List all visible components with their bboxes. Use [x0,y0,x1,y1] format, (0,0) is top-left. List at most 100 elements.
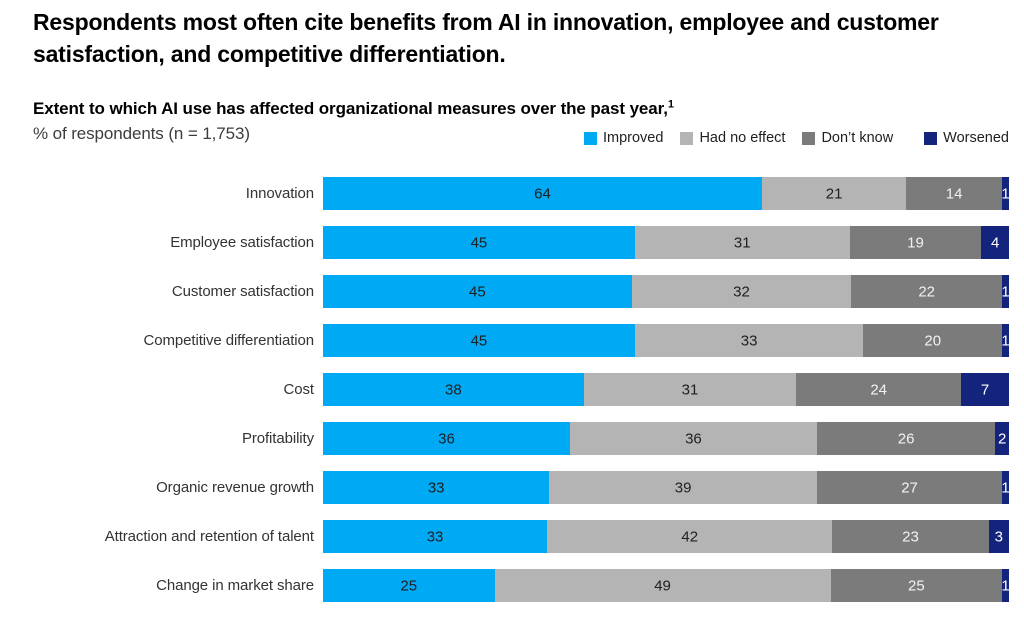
segment-value: 31 [733,234,751,251]
legend-swatch-icon [583,131,597,145]
segment-improved: 45 [323,226,635,259]
legend-item-don-t-know: Don’t know [802,130,893,146]
segment-value: 22 [918,283,936,300]
legend-item-improved: Improved [583,130,664,146]
segment-worsened: 2 [995,422,1009,455]
segment-value: 20 [924,332,942,349]
segment-worsened: 1 [1001,275,1010,308]
bar-row-cost: Cost 38 31 24 7 [33,373,1009,406]
legend-label: Don’t know [821,130,894,146]
legend-label: Had no effect [699,130,786,146]
segment-improved: 45 [323,324,635,357]
segment-don-t-know: 24 [796,373,961,406]
legend-swatch-icon [680,131,694,145]
segment-value: 3 [994,528,1003,545]
segment-value: 24 [870,381,887,398]
segment-don-t-know: 25 [830,569,1003,602]
bar-track: 33 42 23 3 [323,520,1009,553]
segment-had-no-effect: 21 [762,177,907,210]
segment-value: 1 [1001,479,1010,496]
category-label: Organic revenue growth [156,479,314,496]
segment-value: 42 [681,528,699,545]
category-label: Profitability [241,430,314,447]
segment-don-t-know: 19 [849,226,982,259]
segment-value: 19 [907,234,924,251]
stacked-bar-chart: Innovation 64 21 14 1 Employee satisfaction 45… [33,177,1010,602]
segment-value: 33 [740,332,758,349]
bar-track: 25 49 25 1 [323,569,1010,602]
bar-track: 64 21 14 1 [323,177,1010,210]
segment-had-no-effect: 42 [547,520,833,553]
category-label: Employee satisfaction [170,234,314,251]
segment-had-no-effect: 33 [634,324,864,357]
category-label: Innovation [245,185,314,202]
segment-value: 7 [980,381,990,398]
legend-item-had-no-effect: Had no effect [680,130,785,146]
bar-row-competitive-differentiation: Competitive differentiation 45 33 20 1 [33,324,1010,357]
category-label: Attraction and retention of talent [104,528,314,545]
segment-value: 36 [685,430,702,447]
segment-improved: 38 [323,373,584,406]
segment-value: 36 [438,430,455,447]
chart-subnote: % of respondents (n = 1,753) [33,124,250,143]
footnote-marker: 1 [667,98,674,111]
segment-worsened: 4 [981,226,1009,259]
segment-value: 14 [945,185,963,202]
category-label: Change in market share [156,577,314,594]
segment-value: 1 [1001,332,1010,349]
bar-track: 45 32 22 1 [323,275,1010,308]
legend-item-worsened: Worsened [924,130,1009,146]
segment-worsened: 1 [1001,324,1010,357]
segment-value: 1 [1001,283,1010,300]
segment-don-t-know: 14 [906,177,1003,210]
segment-improved: 45 [323,275,632,308]
segment-had-no-effect: 31 [583,373,797,406]
legend: Improved Had no effect Don’t know Worsened [583,130,1009,146]
segment-value: 26 [897,430,915,447]
segment-value: 39 [674,479,692,496]
segment-value: 45 [470,332,488,349]
segment-improved: 25 [323,569,495,602]
segment-had-no-effect: 32 [631,275,852,308]
segment-value: 45 [470,234,488,251]
segment-value: 27 [901,479,918,496]
segment-worsened: 3 [988,520,1009,553]
legend-label: Worsened [943,130,1009,146]
chart-subtitle: Extent to which AI use has affected orga… [33,99,674,119]
segment-value: 49 [654,577,671,594]
segment-don-t-know: 27 [816,471,1003,504]
segment-value: 32 [733,283,750,300]
bar-row-profitability: Profitability 36 36 26 2 [33,422,1009,455]
category-label: Customer satisfaction [171,283,314,300]
segment-value: 21 [825,185,843,202]
segment-worsened: 1 [1001,177,1010,210]
bar-row-change-in-market-share: Change in market share 25 49 25 1 [33,569,1010,602]
segment-improved: 33 [323,520,548,553]
segment-value: 45 [469,283,486,300]
bar-row-employee-satisfaction: Employee satisfaction 45 31 19 4 [33,226,1009,259]
segment-value: 31 [681,381,699,398]
segment-value: 1 [1001,577,1010,594]
legend-swatch-icon [802,131,816,145]
bar-track: 38 31 24 7 [323,373,1009,406]
segment-value: 23 [902,528,919,545]
segment-worsened: 7 [960,373,1009,406]
segment-worsened: 1 [1001,569,1010,602]
segment-improved: 36 [323,422,570,455]
segment-don-t-know: 23 [832,520,989,553]
segment-don-t-know: 22 [851,275,1003,308]
segment-don-t-know: 20 [863,324,1003,357]
segment-value: 2 [997,430,1007,447]
segment-had-no-effect: 31 [634,226,850,259]
bar-row-organic-revenue-growth: Organic revenue growth 33 39 27 1 [33,471,1010,504]
segment-value: 33 [427,479,445,496]
category-label: Cost [283,381,315,398]
legend-swatch-icon [924,131,938,145]
bar-track: 45 33 20 1 [323,324,1010,357]
segment-value: 25 [400,577,418,594]
segment-had-no-effect: 36 [569,422,817,455]
segment-value: 33 [426,528,444,545]
bar-track: 45 31 19 4 [323,226,1009,259]
legend-label: Improved [602,130,664,146]
